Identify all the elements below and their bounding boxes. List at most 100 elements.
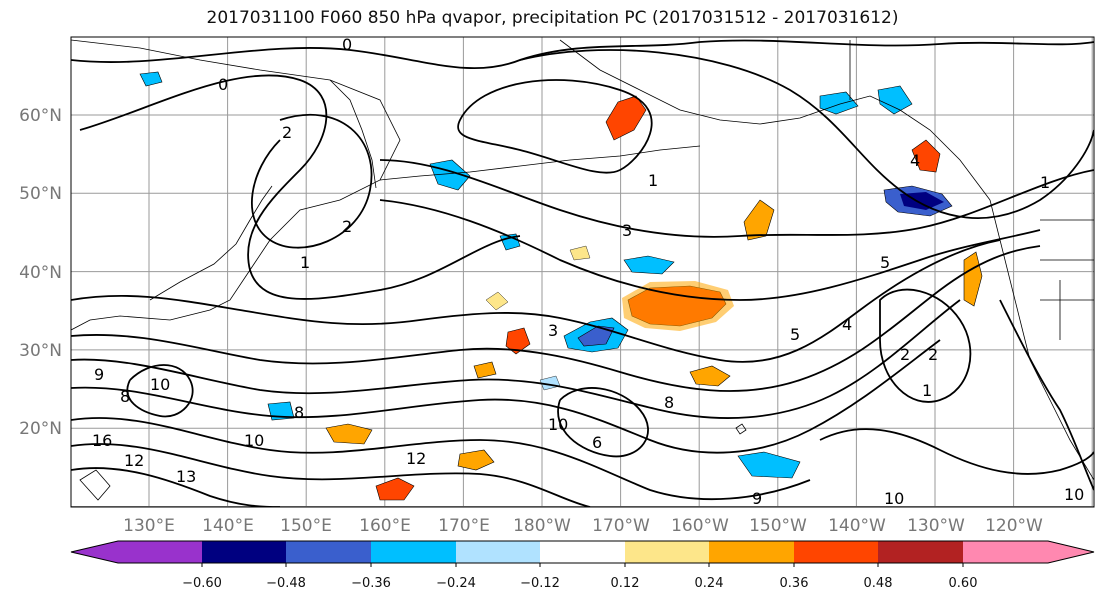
- lon-label: 160°E: [359, 516, 411, 536]
- colorbar-swatch: [963, 541, 1048, 563]
- contour-label-group: 0 0 2 1 1 2 3 2 3 4 5 5 8 8 9 10 10 10 1…: [92, 35, 1084, 508]
- state-borders: [849, 40, 1094, 340]
- negative-patch-north: [819, 91, 859, 115]
- colorbar-extend-min: [71, 541, 118, 563]
- lon-label: 170°E: [438, 516, 490, 536]
- lon-label: 130°W: [907, 516, 965, 536]
- contour-label: 10: [548, 415, 568, 434]
- colorbar-tick-labels: −0.60 −0.48 −0.36 −0.24 −0.12 0.12 0.24 …: [182, 576, 977, 591]
- contour-label: 1: [1040, 173, 1050, 192]
- colorbar-swatch: [625, 541, 709, 563]
- qvapor-contours: [71, 39, 1094, 507]
- colorbar-tick-label: −0.36: [351, 576, 391, 591]
- contour-line: [71, 339, 941, 454]
- lon-label: 140°E: [202, 516, 254, 536]
- contour-line: [250, 114, 373, 249]
- lon-label: 150°W: [749, 516, 807, 536]
- hawaii: [735, 423, 747, 435]
- contour-label: 1: [648, 171, 658, 190]
- contour-label: 8: [664, 393, 674, 412]
- contour-label: 16: [92, 431, 112, 450]
- lat-label: 20°N: [19, 419, 62, 439]
- colorbar: −0.60 −0.48 −0.36 −0.24 −0.12 0.12 0.24 …: [70, 540, 1095, 591]
- aleutians: [379, 145, 701, 181]
- contour-label: 4: [910, 151, 920, 170]
- colorbar-tick-label: −0.24: [436, 576, 476, 591]
- positive-patch-alaska: [911, 139, 941, 173]
- lon-label: 140°W: [828, 516, 886, 536]
- lon-label: 180°W: [513, 516, 571, 536]
- contour-label: 5: [790, 325, 800, 344]
- positive-patch-subtropic-4: [457, 449, 495, 471]
- positive-patch-halo: [622, 281, 734, 331]
- contour-label: 3: [622, 221, 632, 240]
- contour-line: [71, 443, 591, 507]
- contour-line: [71, 245, 1041, 392]
- colorbar-outline: [70, 540, 1095, 564]
- contour-label: 10: [1064, 485, 1084, 504]
- negative-patch-core: [577, 325, 615, 347]
- positive-patch-tropic: [375, 477, 415, 501]
- map-title: 2017031100 F060 850 hPa qvapor, precipit…: [206, 8, 899, 28]
- contour-label: 6: [592, 433, 602, 452]
- contour-line: [71, 39, 1094, 70]
- contour-label: 8: [294, 403, 304, 422]
- positive-patch-yellow-2: [569, 245, 591, 261]
- philippines: [79, 469, 111, 501]
- contour-line: [819, 428, 1094, 475]
- contour-label: 3: [548, 321, 558, 340]
- lon-label: 160°W: [671, 516, 729, 536]
- positive-anomaly-patches: [325, 95, 983, 501]
- contour-line: [879, 288, 972, 403]
- alaska-coast: [559, 39, 991, 201]
- contour-label: 0: [218, 75, 228, 94]
- colorbar-tick-label: 0.12: [611, 576, 640, 591]
- north-america-coast: [989, 199, 1094, 481]
- precipitation-shading: [139, 71, 983, 501]
- contour-label: 13: [176, 467, 196, 486]
- positive-patch-subtropic-5: [473, 361, 497, 379]
- positive-patch-yellow-1: [485, 291, 509, 311]
- contour-line: [379, 159, 1094, 238]
- lat-label: 60°N: [19, 106, 62, 126]
- contour-label: 2: [342, 217, 352, 236]
- contour-label: 2: [928, 345, 938, 364]
- colorbar-tick-label: −0.12: [520, 576, 560, 591]
- colorbar-tick-label: 0.48: [864, 576, 893, 591]
- lon-label: 130°E: [123, 516, 175, 536]
- contour-line: [126, 364, 194, 418]
- contour-label: 0: [342, 35, 352, 54]
- map-panel: 0 0 2 1 1 2 3 2 3 4 5 5 8 8 9 10 10 10 1…: [70, 35, 1095, 508]
- contour-label: 8: [120, 387, 130, 406]
- positive-patch-subtropic-1: [505, 327, 531, 355]
- colorbar-tick-label: −0.60: [182, 576, 222, 591]
- contour-label: 4: [842, 315, 852, 334]
- colorbar-swatch: [794, 541, 878, 563]
- lat-label: 40°N: [19, 263, 62, 283]
- colorbar-swatch: [540, 541, 625, 563]
- contour-label: 10: [244, 431, 264, 450]
- coastlines: [71, 39, 1094, 501]
- colorbar-tick-label: 0.36: [780, 576, 809, 591]
- contour-label: 9: [752, 489, 762, 508]
- lat-label: 50°N: [19, 184, 62, 204]
- colorbar-swatch: [709, 541, 794, 563]
- contour-label: 10: [150, 375, 170, 394]
- map-frame: [70, 36, 1095, 508]
- colorbar-tick-label: −0.48: [266, 576, 306, 591]
- contour-line: [519, 49, 1094, 219]
- positive-patch-subtropic-3: [689, 365, 731, 387]
- colorbar-swatches: [70, 540, 1095, 567]
- longitude-labels: 130°E 140°E 150°E 160°E 170°E 180°W 170°…: [123, 516, 1043, 536]
- negative-patch-mid-1: [623, 255, 675, 275]
- lon-label: 150°E: [280, 516, 332, 536]
- negative-patch-west: [139, 71, 163, 87]
- negative-patch-tropic-1: [737, 451, 801, 479]
- contour-line: [71, 467, 281, 507]
- colorbar-swatch: [118, 541, 202, 563]
- lat-label: 30°N: [19, 341, 62, 361]
- contour-label: 10: [884, 489, 904, 508]
- contour-label: 1: [300, 253, 310, 272]
- contour-line: [71, 239, 1001, 363]
- contour-line: [71, 299, 961, 419]
